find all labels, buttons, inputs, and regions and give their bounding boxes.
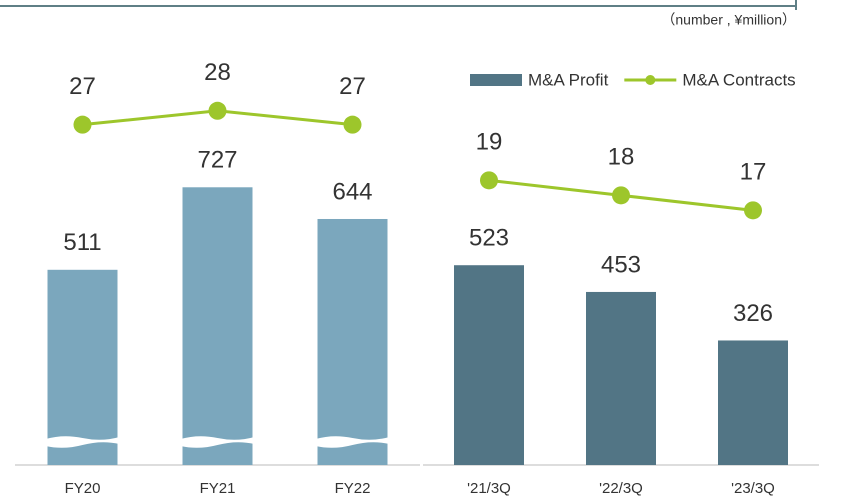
legend-label: M&A Profit <box>528 70 609 89</box>
bar <box>586 291 656 465</box>
x-tick-label: '21/3Q <box>467 480 511 497</box>
line-value-label: 19 <box>476 129 503 156</box>
line-point <box>208 101 227 120</box>
x-tick-label: FY21 <box>200 480 236 497</box>
x-tick-label: FY20 <box>65 480 101 497</box>
bar <box>718 340 788 465</box>
line-point <box>343 115 362 134</box>
axis-break <box>180 436 255 448</box>
line-point <box>612 186 630 205</box>
unit-note: （number , ¥million） <box>661 12 796 28</box>
x-tick-label: FY22 <box>335 480 371 497</box>
legend-swatch-dot <box>645 75 656 85</box>
bar <box>317 218 388 465</box>
line-value-label: 18 <box>608 144 635 171</box>
bar-value-label: 523 <box>469 225 509 252</box>
line-point <box>480 171 498 190</box>
line-value-label: 28 <box>204 59 231 86</box>
line-value-label: 27 <box>69 73 96 100</box>
line-point <box>73 115 92 134</box>
legend-swatch <box>470 74 522 86</box>
bar-value-label: 644 <box>332 178 372 205</box>
bar <box>454 265 524 465</box>
bar <box>47 269 118 465</box>
bar <box>182 187 253 465</box>
line-value-label: 17 <box>740 159 767 186</box>
legend-label: M&A Contracts <box>682 70 795 89</box>
bar-value-label: 326 <box>733 300 773 327</box>
line-point <box>744 201 762 220</box>
x-tick-label: '22/3Q <box>599 480 643 497</box>
axis-break <box>45 436 120 448</box>
bar-value-label: 453 <box>601 251 641 278</box>
x-tick-label: '23/3Q <box>731 480 775 497</box>
line-value-label: 27 <box>339 73 366 100</box>
axis-break <box>315 436 390 448</box>
bar-value-label: 511 <box>63 229 101 256</box>
bar-value-label: 727 <box>197 147 237 174</box>
